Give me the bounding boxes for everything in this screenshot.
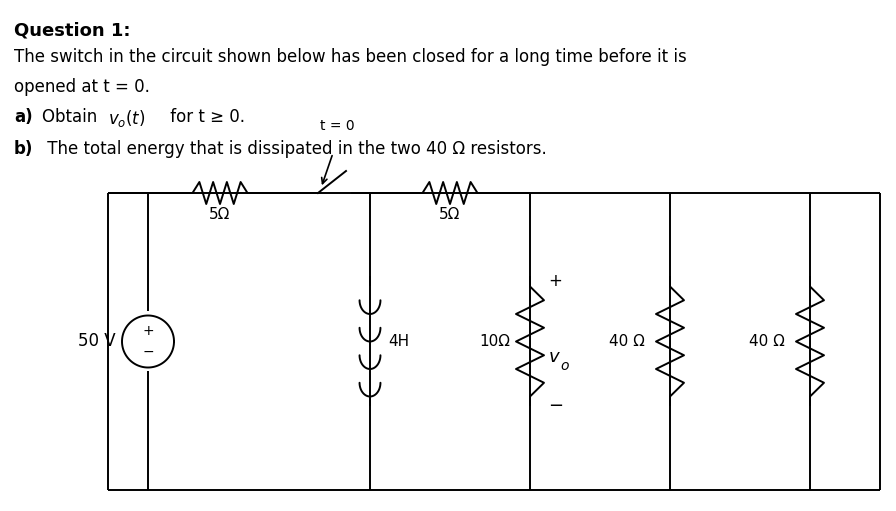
Text: Obtain: Obtain <box>42 108 102 126</box>
Text: 5Ω: 5Ω <box>439 207 461 222</box>
Text: The total energy that is dissipated in the two 40 Ω resistors.: The total energy that is dissipated in t… <box>42 140 547 158</box>
Text: opened at t = 0.: opened at t = 0. <box>14 78 150 96</box>
Text: $v$: $v$ <box>548 347 561 365</box>
Text: b): b) <box>14 140 33 158</box>
Text: a): a) <box>14 108 32 126</box>
Text: 50 V: 50 V <box>78 333 116 351</box>
Text: −: − <box>548 398 563 415</box>
Text: +: + <box>548 272 562 290</box>
Text: $o$: $o$ <box>560 360 570 374</box>
Text: 40 Ω: 40 Ω <box>749 334 785 349</box>
Text: The switch in the circuit shown below has been closed for a long time before it : The switch in the circuit shown below ha… <box>14 48 686 66</box>
Text: 5Ω: 5Ω <box>210 207 230 222</box>
Text: for t ≥ 0.: for t ≥ 0. <box>165 108 245 126</box>
Text: $\mathit{v_o}$$\mathit{(t)}$: $\mathit{v_o}$$\mathit{(t)}$ <box>108 108 145 129</box>
Text: 40 Ω: 40 Ω <box>609 334 645 349</box>
Text: 10Ω: 10Ω <box>479 334 510 349</box>
Text: −: − <box>142 345 154 359</box>
Text: t = 0: t = 0 <box>320 119 354 133</box>
Text: +: + <box>142 324 154 338</box>
Text: Question 1:: Question 1: <box>14 22 131 40</box>
Text: 4H: 4H <box>388 334 409 349</box>
